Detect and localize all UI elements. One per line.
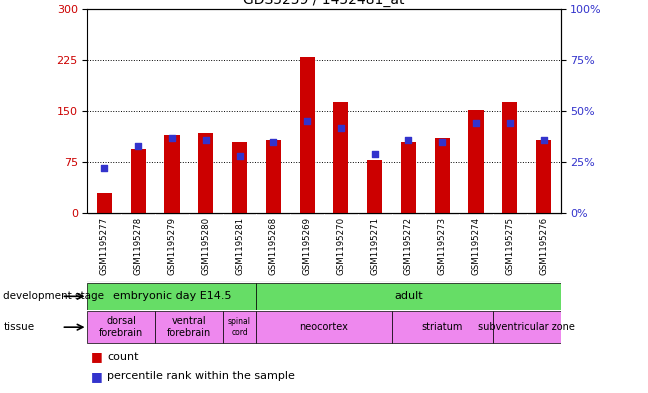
- Bar: [257, 283, 561, 310]
- Bar: [502, 102, 518, 213]
- Bar: [435, 138, 450, 213]
- Text: GSM1195274: GSM1195274: [472, 217, 481, 275]
- Bar: [469, 110, 483, 213]
- Bar: [257, 311, 391, 343]
- Text: GSM1195278: GSM1195278: [133, 217, 143, 275]
- Bar: [87, 283, 257, 310]
- Point: [437, 139, 447, 145]
- Text: dorsal
forebrain: dorsal forebrain: [99, 316, 143, 338]
- Bar: [493, 311, 561, 343]
- Text: neocortex: neocortex: [299, 322, 349, 332]
- Point: [133, 143, 143, 149]
- Bar: [130, 149, 146, 213]
- Text: GSM1195272: GSM1195272: [404, 217, 413, 275]
- Text: striatum: striatum: [422, 322, 463, 332]
- Bar: [299, 57, 315, 213]
- Text: subventricular zone: subventricular zone: [478, 322, 575, 332]
- Title: GDS5259 / 1452481_at: GDS5259 / 1452481_at: [243, 0, 405, 7]
- Bar: [266, 140, 281, 213]
- Text: ventral
forebrain: ventral forebrain: [167, 316, 211, 338]
- Text: GSM1195269: GSM1195269: [303, 217, 312, 275]
- Text: GSM1195270: GSM1195270: [336, 217, 345, 275]
- Bar: [232, 142, 247, 213]
- Text: GSM1195276: GSM1195276: [539, 217, 548, 275]
- Bar: [165, 135, 179, 213]
- Point: [336, 125, 346, 131]
- Text: GSM1195271: GSM1195271: [370, 217, 379, 275]
- Text: adult: adult: [394, 291, 422, 301]
- Point: [302, 118, 312, 125]
- Bar: [333, 102, 349, 213]
- Text: percentile rank within the sample: percentile rank within the sample: [107, 371, 295, 382]
- Text: GSM1195273: GSM1195273: [438, 217, 446, 275]
- Point: [403, 137, 413, 143]
- Bar: [87, 311, 155, 343]
- Point: [99, 165, 110, 172]
- Point: [200, 137, 211, 143]
- Text: spinal
cord: spinal cord: [228, 318, 251, 337]
- Point: [235, 153, 245, 159]
- Point: [471, 120, 481, 127]
- Bar: [223, 311, 257, 343]
- Bar: [367, 160, 382, 213]
- Bar: [391, 311, 493, 343]
- Text: ■: ■: [91, 370, 102, 383]
- Point: [167, 135, 177, 141]
- Bar: [155, 311, 223, 343]
- Text: GSM1195280: GSM1195280: [202, 217, 210, 275]
- Text: GSM1195268: GSM1195268: [269, 217, 278, 275]
- Text: tissue: tissue: [3, 322, 34, 332]
- Bar: [198, 133, 213, 213]
- Point: [505, 120, 515, 127]
- Text: count: count: [107, 351, 139, 362]
- Text: embryonic day E14.5: embryonic day E14.5: [113, 291, 231, 301]
- Point: [268, 139, 279, 145]
- Text: GSM1195275: GSM1195275: [505, 217, 515, 275]
- Text: GSM1195279: GSM1195279: [167, 217, 176, 275]
- Bar: [97, 193, 112, 213]
- Point: [538, 137, 549, 143]
- Text: ■: ■: [91, 350, 102, 363]
- Text: GSM1195277: GSM1195277: [100, 217, 109, 275]
- Bar: [401, 142, 416, 213]
- Text: GSM1195281: GSM1195281: [235, 217, 244, 275]
- Bar: [536, 140, 551, 213]
- Text: development stage: development stage: [3, 291, 104, 301]
- Point: [369, 151, 380, 157]
